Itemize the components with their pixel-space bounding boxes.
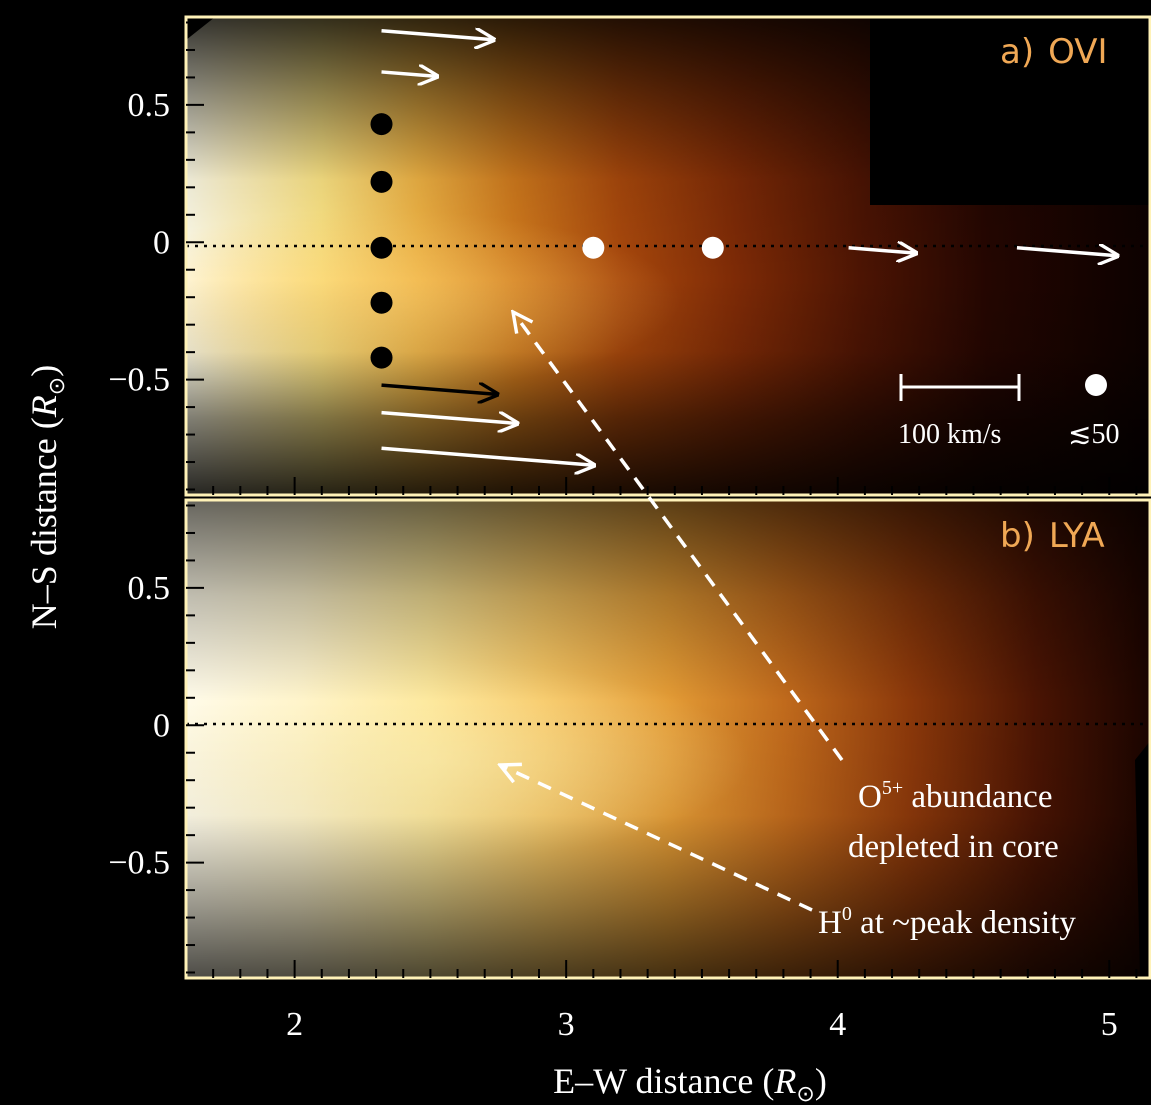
panel-a-label: a) OVI xyxy=(1000,32,1108,72)
velocity-legend: 100 km/s ≲50 xyxy=(898,374,1119,450)
black-dot xyxy=(370,170,393,193)
axis-ticks: 0.5 0 −0.5 0.5 0 −0.5 2 3 4 5 xyxy=(108,21,1138,1043)
black-dot xyxy=(370,113,393,136)
x-tick-label: 4 xyxy=(829,1006,846,1043)
o5-pointer-arrow xyxy=(513,312,844,762)
velocity-arrow xyxy=(381,72,437,76)
h0-annotation: H0 at ~peak density xyxy=(818,903,1076,941)
panel-b-vertical-fade xyxy=(186,500,1151,978)
y-tick-label: 0 xyxy=(153,707,170,744)
x-tick-label: 5 xyxy=(1101,1006,1118,1043)
panel-b-frame xyxy=(184,498,1151,980)
velocity-arrow xyxy=(381,31,494,40)
y-tick-label: −0.5 xyxy=(108,845,170,882)
y-axis-title: N–S distance (R⊙) xyxy=(24,365,69,629)
y-tick-label: 0 xyxy=(153,224,170,261)
o5-annotation-line2: depleted in core xyxy=(848,829,1059,865)
white-dot xyxy=(582,236,605,259)
legend-dot xyxy=(1085,374,1107,396)
x-axis-sun-symbol: ⊙ xyxy=(796,1081,814,1105)
velocity-arrow xyxy=(1016,248,1117,256)
black-dot xyxy=(370,346,393,369)
black-dot xyxy=(370,291,393,314)
x-tick-label: 2 xyxy=(286,1006,303,1043)
velocity-arrow xyxy=(381,410,518,424)
white-dot xyxy=(701,236,724,259)
panel-b-right-edge-mask xyxy=(1135,740,1151,978)
o5-annotation-line1: O5+ abundance xyxy=(858,777,1052,815)
velocity-arrow xyxy=(381,385,498,394)
velocity-arrow xyxy=(381,446,594,465)
black-dot xyxy=(370,236,393,259)
x-axis-title: E–W distance (R⊙) xyxy=(553,1061,827,1105)
y-tick-label: −0.5 xyxy=(108,362,170,399)
panel-b-lya xyxy=(186,500,1151,978)
h0-pointer-arrow xyxy=(500,765,813,912)
y-tick-label: 0.5 xyxy=(128,87,171,124)
y-axis-sun-symbol: ⊙ xyxy=(44,377,69,395)
panel-a-marks xyxy=(370,31,1118,466)
panel-a-ovi xyxy=(186,17,1151,495)
x-tick-label: 3 xyxy=(558,1006,575,1043)
y-tick-label: 0.5 xyxy=(128,570,171,607)
panel-a-frame xyxy=(184,15,1151,497)
panel-b-label: b) LYA xyxy=(1000,516,1105,556)
panel-a-top-right-dark xyxy=(870,17,1151,205)
legend-scale-label: 100 km/s xyxy=(898,419,1001,450)
velocity-arrow xyxy=(848,248,916,253)
legend-dot-label: ≲50 xyxy=(1068,419,1119,450)
